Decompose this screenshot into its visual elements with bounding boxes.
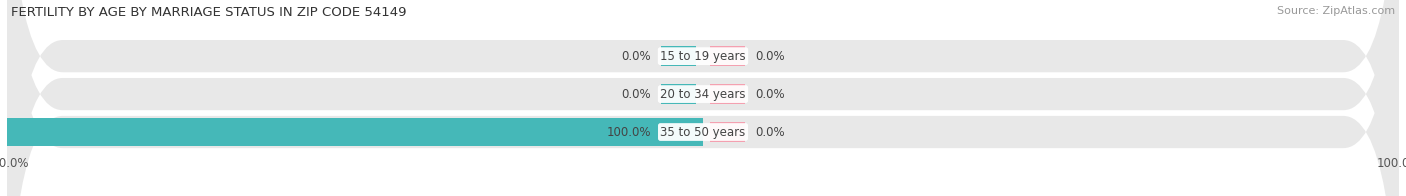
Bar (661, 122, 696, 142)
Bar (661, 46, 696, 66)
Text: 0.0%: 0.0% (755, 125, 785, 139)
Text: 15 to 19 years: 15 to 19 years (661, 50, 745, 63)
Text: 0.0%: 0.0% (621, 88, 651, 101)
Bar (7, 118, 703, 146)
Text: 0.0%: 0.0% (621, 50, 651, 63)
Text: 0.0%: 0.0% (755, 50, 785, 63)
FancyBboxPatch shape (7, 0, 1399, 196)
Text: 0.0%: 0.0% (755, 88, 785, 101)
Bar (710, 122, 745, 142)
Text: FERTILITY BY AGE BY MARRIAGE STATUS IN ZIP CODE 54149: FERTILITY BY AGE BY MARRIAGE STATUS IN Z… (11, 6, 406, 19)
Text: Source: ZipAtlas.com: Source: ZipAtlas.com (1277, 6, 1395, 16)
Text: 35 to 50 years: 35 to 50 years (661, 125, 745, 139)
Text: 100.0%: 100.0% (606, 125, 651, 139)
Bar (710, 46, 745, 66)
FancyBboxPatch shape (7, 0, 1399, 196)
Bar (661, 84, 696, 104)
Text: 20 to 34 years: 20 to 34 years (661, 88, 745, 101)
Bar (710, 84, 745, 104)
FancyBboxPatch shape (7, 0, 1399, 196)
